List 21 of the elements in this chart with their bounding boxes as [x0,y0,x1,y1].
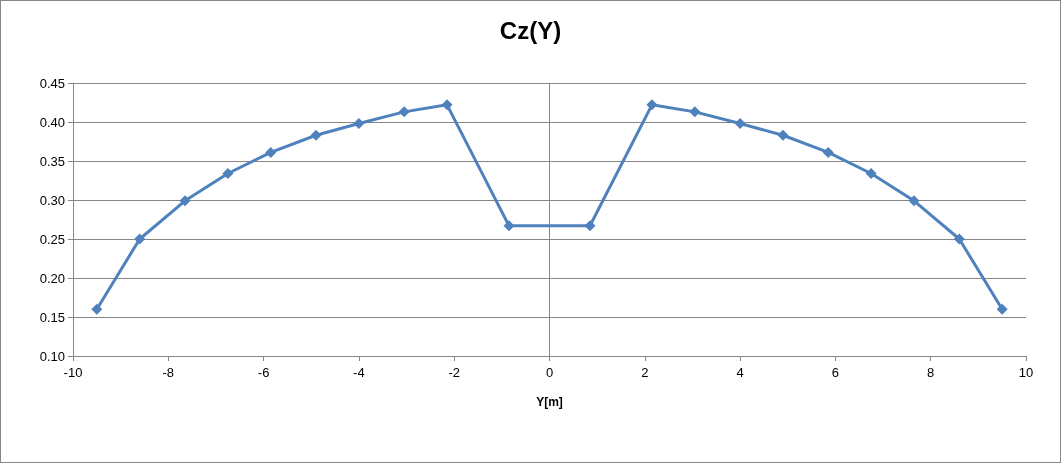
y-tick-label: 0.25 [39,231,65,247]
y-tick-label: 0.35 [39,153,65,169]
chart-title: Cz(Y) [499,16,562,44]
x-tick-label: -2 [448,365,460,380]
x-tick-label: 4 [736,365,744,380]
x-tick-label: -10 [63,365,83,380]
x-tick-label: 10 [1018,365,1034,380]
y-tick-label: 0.20 [39,270,65,286]
y-tick-label: 0.40 [39,114,65,130]
y-tick-label: 0.15 [39,309,65,325]
x-tick-label: -6 [257,365,270,380]
x-tick-label: -4 [353,365,365,380]
x-tick-label: 2 [641,365,649,380]
x-tick-label: -8 [162,365,175,380]
x-tick-label: 0 [545,365,554,380]
x-tick-label: 8 [927,365,935,380]
y-tick-label: 0.45 [39,75,65,91]
y-tick-label: 0.10 [39,348,65,364]
x-axis-title: Y[m] [536,395,563,409]
x-tick-label: 6 [831,365,840,380]
y-tick-label: 0.30 [39,192,65,208]
